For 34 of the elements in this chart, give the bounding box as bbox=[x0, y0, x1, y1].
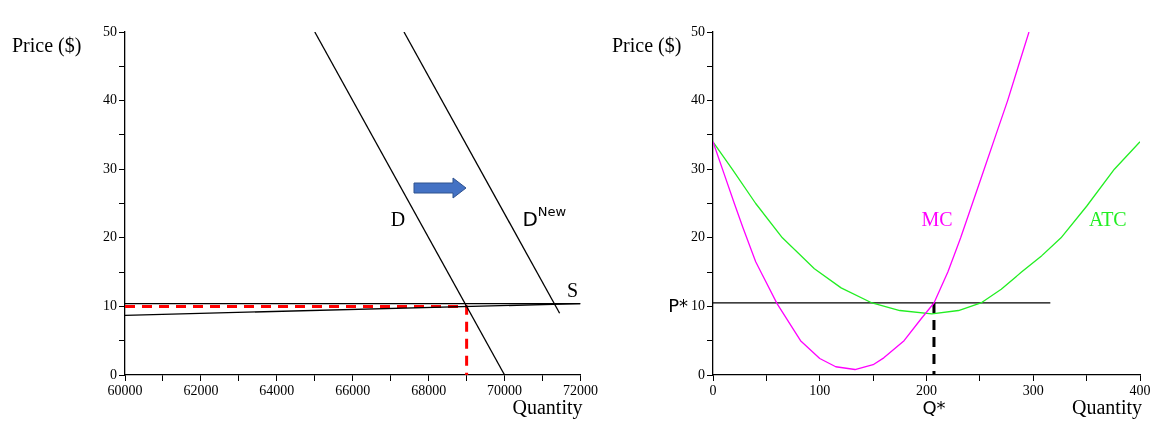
series-label: D bbox=[390, 207, 406, 230]
x-tick-label: 300 bbox=[1022, 383, 1044, 399]
series-label: ATC bbox=[1088, 207, 1127, 230]
y-tick-label: 20 bbox=[691, 229, 705, 245]
y-tick-label: 30 bbox=[103, 160, 117, 176]
y-tick-label: 0 bbox=[698, 366, 705, 382]
y-tick-label: 40 bbox=[103, 92, 117, 108]
x-tick-label: 400 bbox=[1129, 383, 1151, 399]
y-axis-title: Price ($) bbox=[612, 34, 682, 57]
x-axis-title: Quantity bbox=[1072, 396, 1143, 419]
y-tick-label: 50 bbox=[691, 23, 705, 39]
series-label: S bbox=[566, 278, 579, 301]
annotation: Q* bbox=[922, 397, 946, 418]
series-label: MC bbox=[921, 207, 953, 230]
x-tick-label: 70000 bbox=[487, 383, 523, 399]
x-tick-label: 68000 bbox=[411, 383, 447, 399]
x-tick-label: 64000 bbox=[259, 383, 295, 399]
y-tick-label: 10 bbox=[691, 298, 705, 314]
x-tick-label: 72000 bbox=[563, 383, 598, 399]
y-tick-label: 30 bbox=[691, 160, 705, 176]
y-tick-label: 40 bbox=[691, 92, 705, 108]
y-tick-label: 50 bbox=[103, 23, 117, 39]
x-tick-label: 66000 bbox=[335, 383, 371, 399]
y-tick-label: 10 bbox=[103, 298, 117, 314]
x-tick-label: 200 bbox=[916, 383, 937, 399]
annotation: P* bbox=[668, 294, 688, 316]
x-tick-label: 100 bbox=[809, 383, 831, 399]
x-tick-label: 62000 bbox=[183, 383, 219, 399]
y-tick-label: 0 bbox=[110, 366, 117, 382]
y-axis-title: Price ($) bbox=[12, 34, 82, 57]
y-tick-label: 20 bbox=[103, 229, 117, 245]
x-axis-title: Quantity bbox=[512, 396, 583, 419]
x-tick-label: 0 bbox=[709, 383, 717, 399]
x-tick-label: 60000 bbox=[107, 383, 143, 399]
